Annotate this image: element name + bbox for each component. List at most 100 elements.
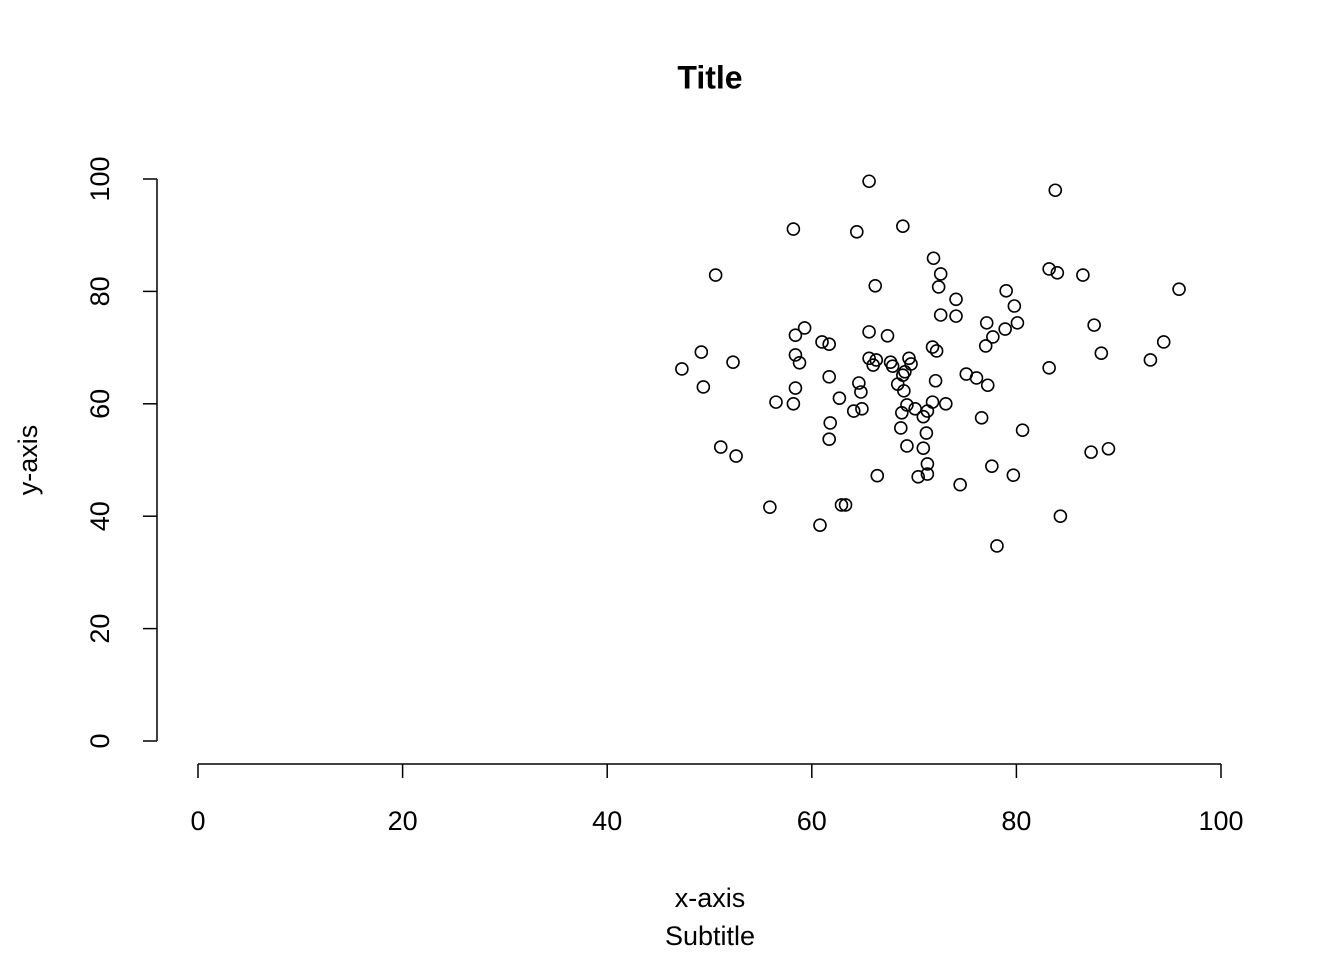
x-tick-label: 40 bbox=[592, 806, 622, 836]
point bbox=[1084, 445, 1098, 459]
point bbox=[862, 325, 876, 339]
point bbox=[939, 396, 953, 411]
point bbox=[838, 498, 853, 512]
point bbox=[933, 267, 948, 281]
point bbox=[866, 358, 880, 372]
point bbox=[1143, 353, 1158, 367]
point bbox=[880, 328, 895, 343]
subtitle: Subtitle bbox=[665, 921, 755, 951]
chart-title: Title bbox=[677, 59, 742, 95]
point bbox=[708, 268, 723, 282]
point bbox=[694, 345, 709, 359]
point bbox=[1042, 361, 1056, 375]
point bbox=[713, 440, 728, 454]
point bbox=[769, 395, 783, 409]
point bbox=[823, 416, 838, 430]
y-tick-label: 40 bbox=[85, 501, 115, 531]
point bbox=[911, 470, 925, 484]
point bbox=[919, 426, 934, 440]
point bbox=[846, 404, 861, 418]
point bbox=[792, 355, 807, 370]
point bbox=[788, 348, 803, 362]
y-tick-label: 0 bbox=[85, 733, 115, 748]
point bbox=[1006, 468, 1021, 482]
x-tick-label: 20 bbox=[388, 806, 418, 836]
y-tick-label: 60 bbox=[85, 389, 115, 419]
point bbox=[850, 225, 864, 239]
x-tick-label: 0 bbox=[190, 806, 205, 836]
point bbox=[895, 405, 909, 420]
point bbox=[974, 411, 989, 425]
point bbox=[822, 337, 836, 352]
point bbox=[1042, 262, 1056, 276]
point bbox=[929, 344, 944, 358]
point bbox=[999, 284, 1013, 298]
x-tick-label: 100 bbox=[1198, 806, 1243, 836]
point bbox=[868, 278, 883, 293]
point bbox=[870, 468, 885, 483]
point bbox=[788, 381, 803, 395]
point bbox=[925, 395, 940, 409]
point bbox=[813, 518, 827, 532]
point bbox=[797, 321, 812, 335]
point bbox=[1010, 316, 1025, 330]
x-tick-label: 80 bbox=[1001, 806, 1031, 836]
y-tick-label: 20 bbox=[85, 614, 115, 644]
point bbox=[920, 467, 935, 481]
point bbox=[916, 409, 931, 424]
point bbox=[931, 280, 946, 294]
point bbox=[933, 308, 948, 322]
point bbox=[980, 378, 995, 393]
point bbox=[1015, 423, 1030, 438]
point bbox=[788, 328, 803, 343]
point bbox=[726, 355, 740, 370]
point bbox=[985, 459, 999, 473]
point bbox=[979, 316, 994, 330]
point bbox=[926, 251, 941, 266]
point bbox=[925, 340, 940, 354]
point bbox=[729, 449, 743, 463]
point bbox=[1172, 282, 1186, 296]
y-tick-label: 80 bbox=[85, 276, 115, 306]
point bbox=[1053, 509, 1068, 524]
point bbox=[815, 335, 829, 349]
point bbox=[822, 432, 836, 447]
point bbox=[822, 370, 836, 384]
point bbox=[953, 477, 967, 492]
point bbox=[862, 351, 876, 366]
point bbox=[854, 385, 868, 399]
point bbox=[763, 500, 777, 515]
x-axis-label: x-axis bbox=[675, 883, 746, 913]
point bbox=[1087, 318, 1101, 332]
point bbox=[990, 539, 1004, 553]
point bbox=[1076, 268, 1090, 282]
point bbox=[902, 351, 916, 366]
point bbox=[986, 330, 1000, 344]
point bbox=[949, 292, 963, 307]
point bbox=[916, 441, 931, 455]
point bbox=[969, 371, 984, 385]
point bbox=[696, 380, 711, 394]
point bbox=[949, 309, 963, 323]
point bbox=[900, 439, 914, 453]
point bbox=[896, 368, 910, 382]
point bbox=[898, 364, 912, 379]
point bbox=[1007, 299, 1022, 313]
point bbox=[852, 376, 866, 390]
point bbox=[1156, 335, 1171, 349]
point bbox=[786, 222, 801, 236]
point bbox=[894, 421, 908, 435]
x-tick-label: 60 bbox=[797, 806, 827, 836]
point bbox=[675, 362, 689, 376]
point bbox=[832, 391, 847, 405]
point bbox=[786, 396, 801, 411]
y-tick-label: 100 bbox=[85, 156, 115, 201]
point bbox=[834, 498, 849, 512]
y-axis-label: y-axis bbox=[13, 425, 43, 496]
point bbox=[978, 339, 993, 353]
point bbox=[1048, 183, 1063, 198]
point bbox=[885, 359, 900, 373]
point bbox=[1094, 346, 1109, 361]
